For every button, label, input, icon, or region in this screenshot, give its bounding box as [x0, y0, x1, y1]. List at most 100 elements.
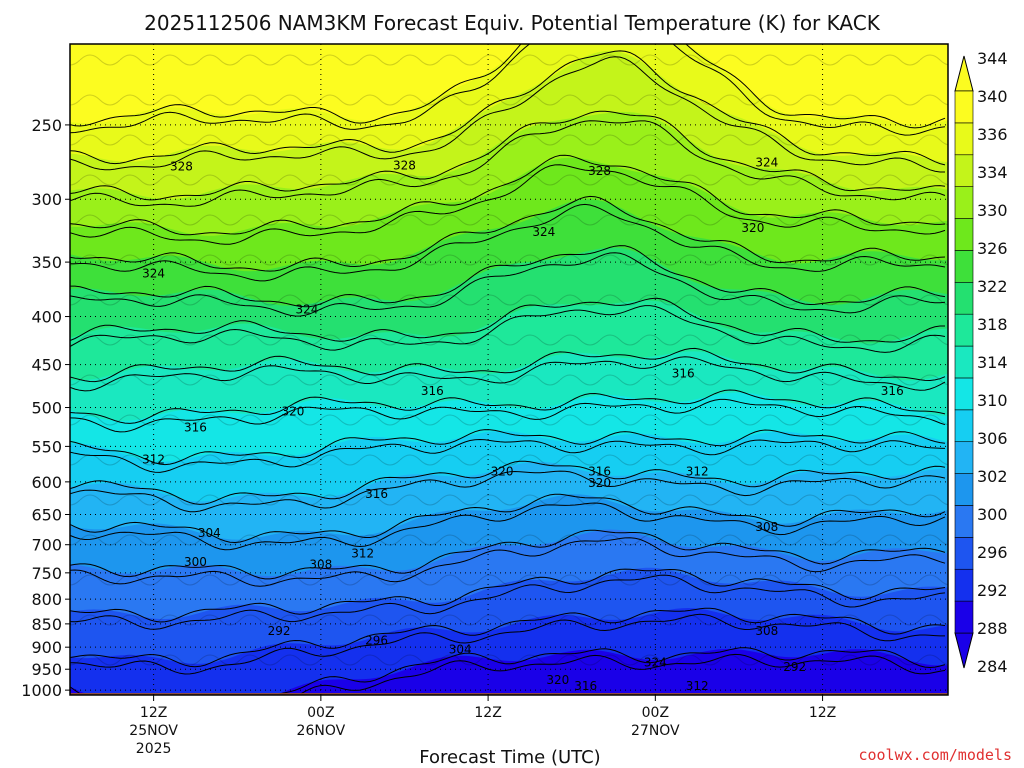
- colorbar-extend-bottom: [954, 632, 974, 669]
- colorbar-label: 336: [977, 125, 1008, 144]
- contour-line: [70, 203, 946, 282]
- contour-line: [70, 493, 946, 544]
- contour-label: 316: [184, 420, 207, 434]
- contour-label: 324: [644, 656, 667, 670]
- colorbar-label: 334: [977, 163, 1008, 182]
- colorbar-swatch: [954, 186, 974, 219]
- y-tick-label: 600: [31, 473, 62, 492]
- colorbar-swatch: [954, 409, 974, 443]
- contour-label: 324: [532, 225, 555, 239]
- contour-label: 316: [588, 465, 611, 479]
- chart-title: 2025112506 NAM3KM Forecast Equiv. Potent…: [144, 11, 881, 35]
- y-tick-label: 850: [31, 615, 62, 634]
- colorbar-swatch: [954, 90, 974, 124]
- colorbar-swatch: [954, 218, 974, 251]
- y-tick-label: 250: [31, 116, 62, 135]
- contour-line: [70, 110, 946, 201]
- contour-line: [70, 195, 946, 272]
- x-axis-label: Forecast Time (UTC): [419, 747, 600, 768]
- contour-line: [70, 647, 946, 695]
- y-tick-label: 750: [31, 564, 62, 583]
- contour-label: 312: [686, 679, 709, 693]
- contour-line: [70, 56, 945, 173]
- y-tick-label: 400: [31, 308, 62, 327]
- contour-line: [70, 356, 946, 392]
- colorbar-label: 306: [977, 429, 1008, 448]
- credit-text: coolwx.com/models: [858, 746, 1012, 764]
- contour-line: [70, 297, 945, 343]
- contour-label: 292: [783, 660, 806, 674]
- x-tick-label: 27NOV: [631, 723, 680, 739]
- colorbar-label: 292: [977, 581, 1008, 600]
- y-axis: 250 300 350 400 450 500 550 600 650 700 750 800 850 9…: [21, 116, 70, 700]
- colorbar: 284 288 292 296 300 302 306 310 314 318 322 326 330 3…: [954, 49, 1008, 676]
- y-tick-label: 950: [31, 660, 62, 679]
- colorbar-swatch: [954, 537, 974, 570]
- contour-label: 320: [588, 476, 611, 490]
- y-tick-label: 500: [31, 399, 62, 418]
- contour-line: [70, 460, 946, 505]
- colorbar-swatch: [954, 250, 974, 283]
- contour-line: [70, 44, 946, 129]
- colorbar-label: 284: [977, 657, 1008, 676]
- contour-label: 316: [574, 679, 597, 693]
- contour-label: 308: [309, 558, 332, 572]
- y-tick-label: 550: [31, 437, 62, 456]
- y-tick-label: 450: [31, 356, 62, 375]
- colorbar-swatch: [954, 505, 974, 538]
- x-axis: 12Z 25NOV 2025 00Z 26NOV 12Z 00Z 27NOV 12Z: [129, 695, 836, 757]
- x-tick-label: 00Z: [642, 705, 669, 721]
- colorbar-label: 340: [977, 87, 1008, 106]
- contour-line: [70, 389, 946, 424]
- y-tick-label: 900: [31, 638, 62, 657]
- contour-line: [70, 164, 946, 245]
- contour-label: 320: [741, 221, 764, 235]
- contour-line: [70, 154, 946, 236]
- colorbar-swatch: [954, 345, 974, 379]
- contour-label: 312: [142, 453, 165, 467]
- contour-line: [70, 529, 946, 580]
- contour-line: [70, 438, 946, 473]
- x-tick-label: 25NOV: [129, 723, 178, 739]
- terrain-surface: [70, 693, 948, 695]
- y-tick-label: 300: [31, 190, 62, 209]
- contour-label: 304: [449, 642, 472, 656]
- contour-label: 292: [268, 624, 291, 638]
- contour-line: [70, 305, 946, 353]
- colorbar-label: 318: [977, 315, 1008, 334]
- colorbar-extend-top: [954, 55, 974, 92]
- colorbar-swatch: [954, 377, 974, 411]
- contour-line: [70, 470, 946, 513]
- contour-line: [297, 653, 946, 695]
- contour-label: 324: [755, 155, 778, 169]
- contour-label: 324: [142, 267, 165, 281]
- x-tick-label: 12Z: [809, 705, 836, 721]
- contour-line: [70, 613, 945, 675]
- colorbar-swatch: [954, 473, 974, 506]
- contour-line: [70, 398, 946, 433]
- colorbar-label: 300: [977, 505, 1008, 524]
- contour-lines: [70, 44, 946, 695]
- contour-label: 324: [295, 302, 318, 316]
- y-tick-label: 1000: [21, 681, 62, 700]
- colorbar-swatch: [954, 313, 974, 347]
- contour-label: 312: [351, 546, 374, 560]
- contour-line: [70, 502, 946, 551]
- contour-label: 296: [365, 633, 388, 647]
- contour-label: 300: [184, 555, 207, 569]
- colorbar-swatch: [954, 600, 974, 634]
- contour-line: [70, 607, 946, 668]
- grid-lines: [70, 44, 948, 695]
- x-tick-label: 26NOV: [297, 723, 346, 739]
- contour-label: 316: [881, 384, 904, 398]
- contour-line: [70, 50, 946, 166]
- contour-label: 308: [755, 624, 778, 638]
- contour-label: 316: [672, 367, 695, 381]
- contour-line: [70, 429, 946, 466]
- theta-e-bands: [70, 44, 948, 695]
- colorbar-label: 288: [977, 619, 1008, 638]
- colorbar-label: 314: [977, 353, 1008, 372]
- x-tick-label: 12Z: [474, 705, 501, 721]
